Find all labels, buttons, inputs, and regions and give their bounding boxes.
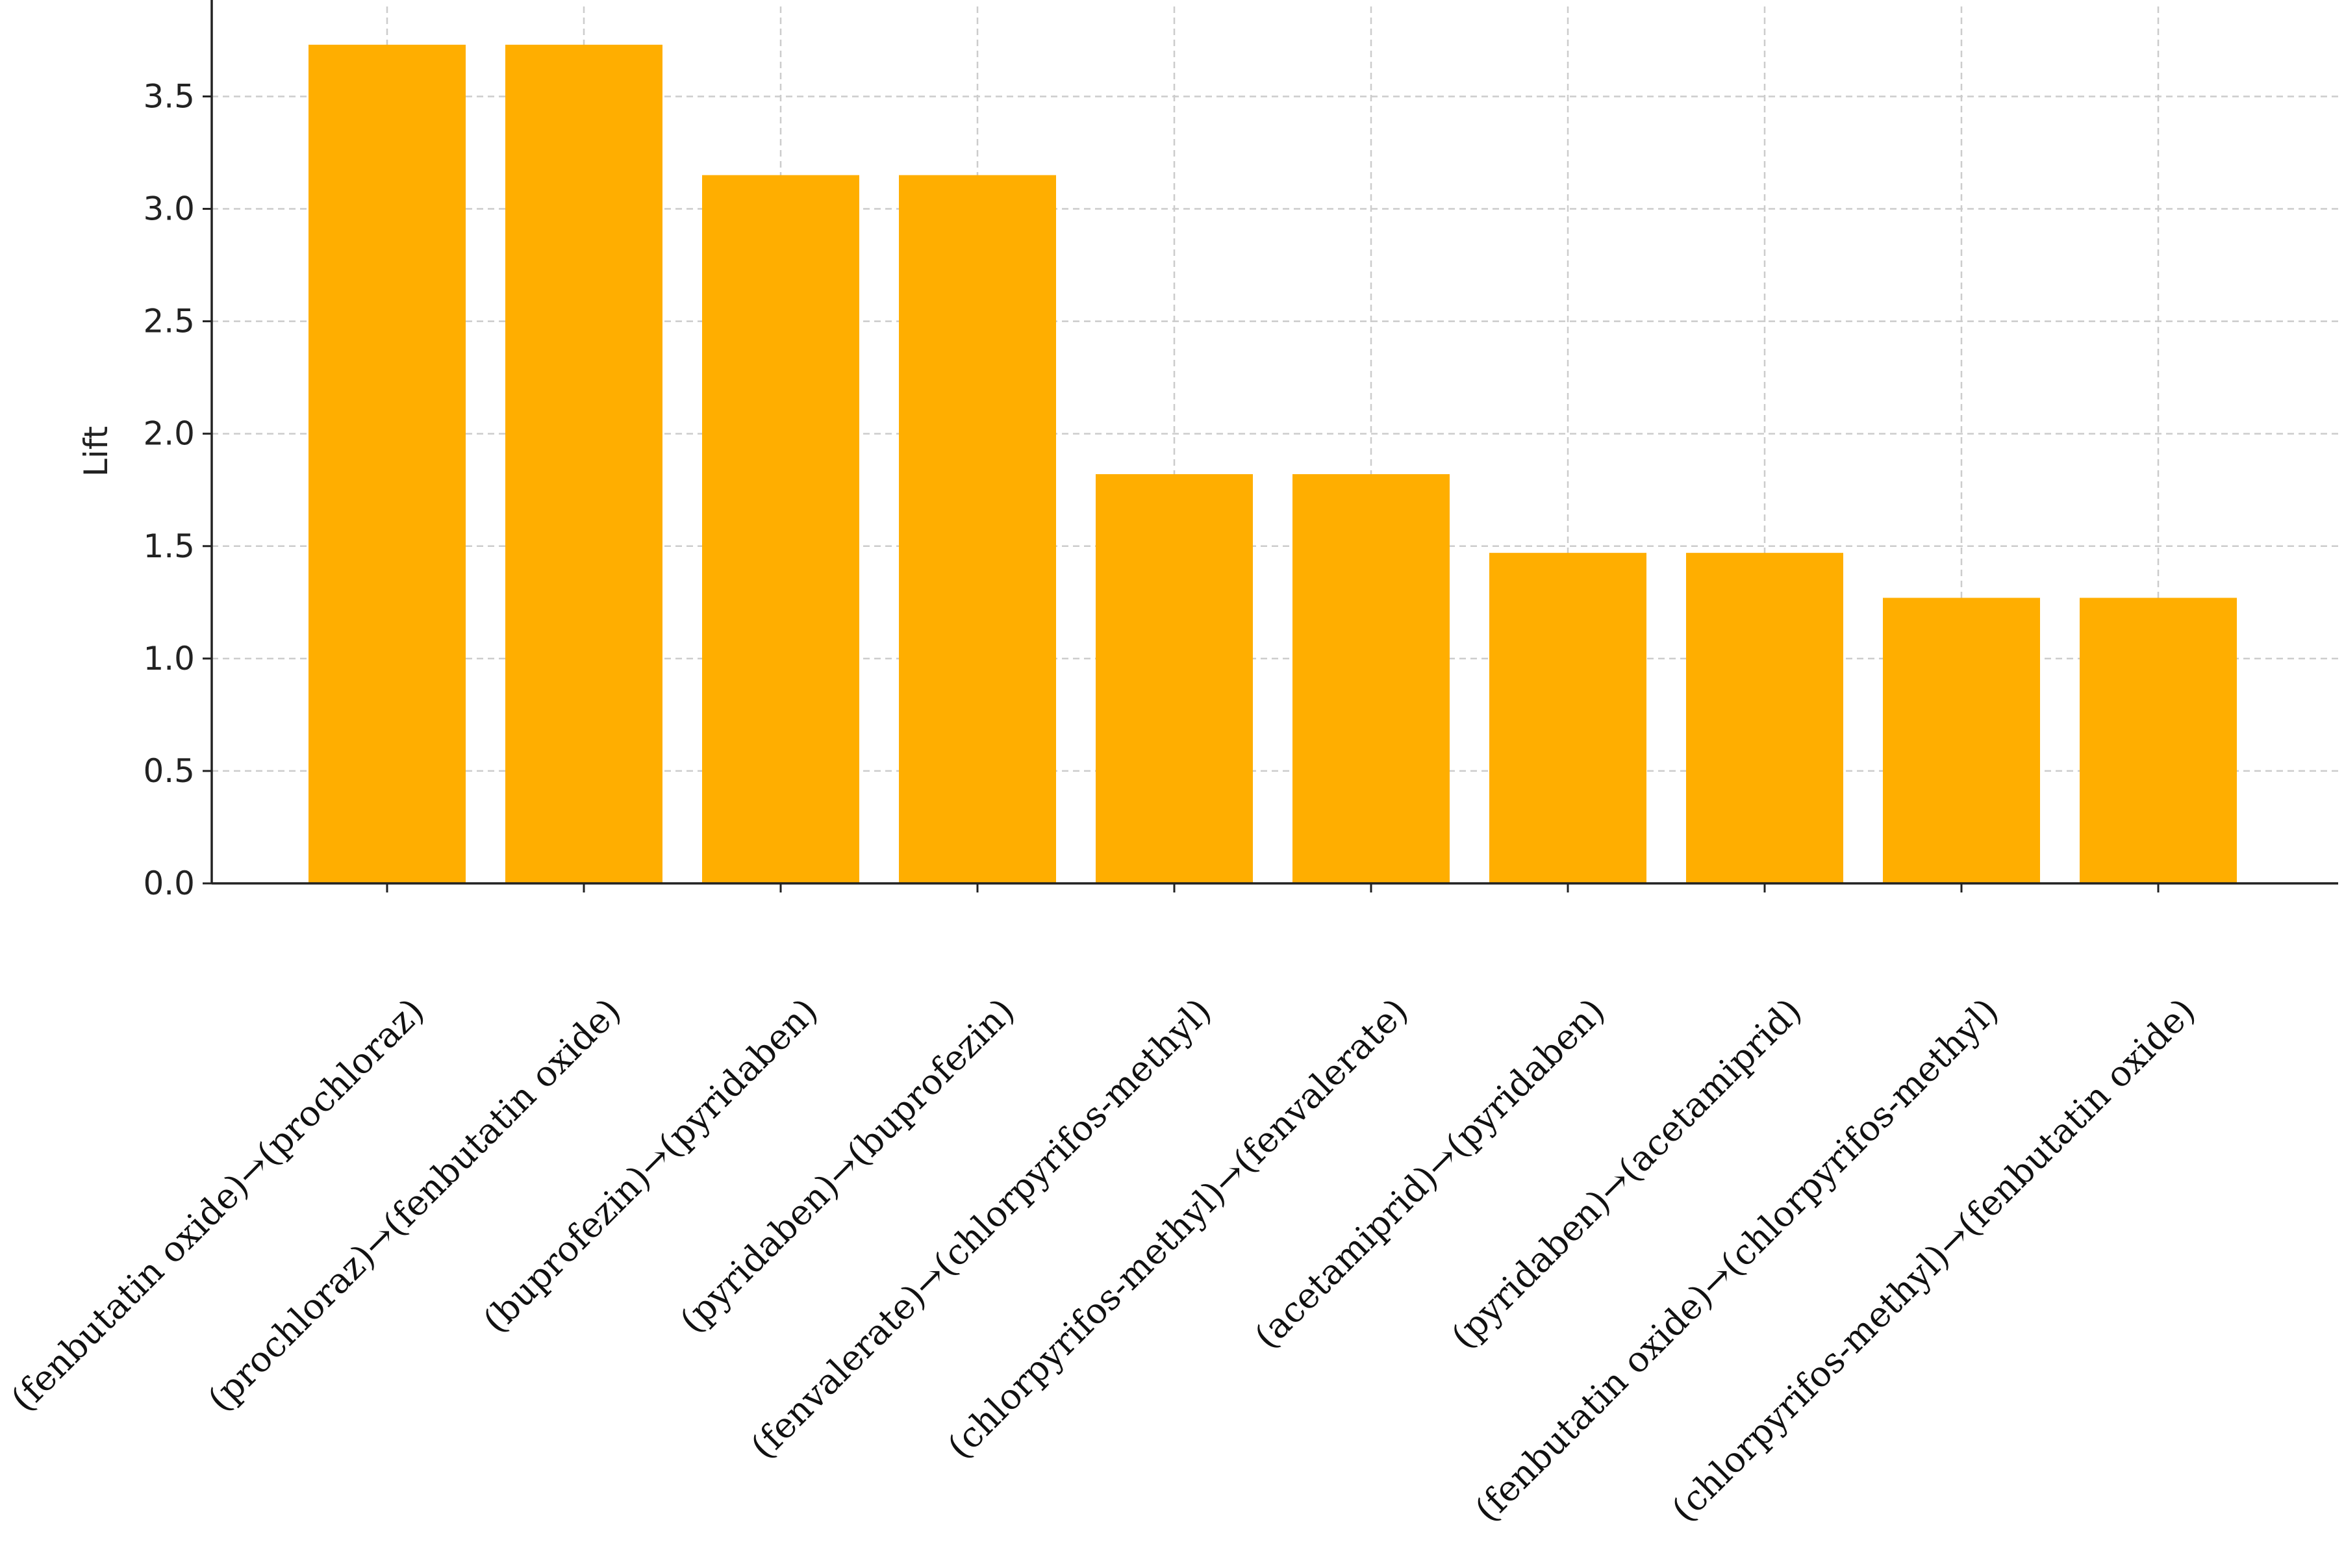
bar	[2080, 598, 2237, 883]
bar	[1883, 598, 2040, 883]
bar	[1096, 474, 1253, 883]
bar	[1489, 553, 1646, 883]
y-tick-label: 3.5	[143, 77, 195, 115]
bars	[309, 44, 2237, 884]
y-tick-label: 0.5	[143, 752, 195, 790]
axes	[210, 0, 2338, 885]
bar	[309, 44, 466, 883]
bar	[1292, 474, 1450, 883]
y-axis-label: Lift	[77, 426, 115, 477]
y-tick-label: 1.5	[143, 527, 195, 565]
y-tick-label: 0.0	[143, 865, 195, 902]
y-tick-label: 1.0	[143, 640, 195, 677]
bar	[1686, 553, 1843, 883]
bar	[899, 175, 1056, 884]
y-axis-ticks: 0.0 0.5 1.0 1.5 2.0 2.5 3.0 3.5	[143, 77, 212, 902]
y-tick-label: 2.0	[143, 415, 195, 453]
bar	[505, 44, 662, 883]
bar	[702, 175, 859, 884]
y-tick-label: 3.0	[143, 190, 195, 228]
y-tick-label: 2.5	[143, 303, 195, 340]
